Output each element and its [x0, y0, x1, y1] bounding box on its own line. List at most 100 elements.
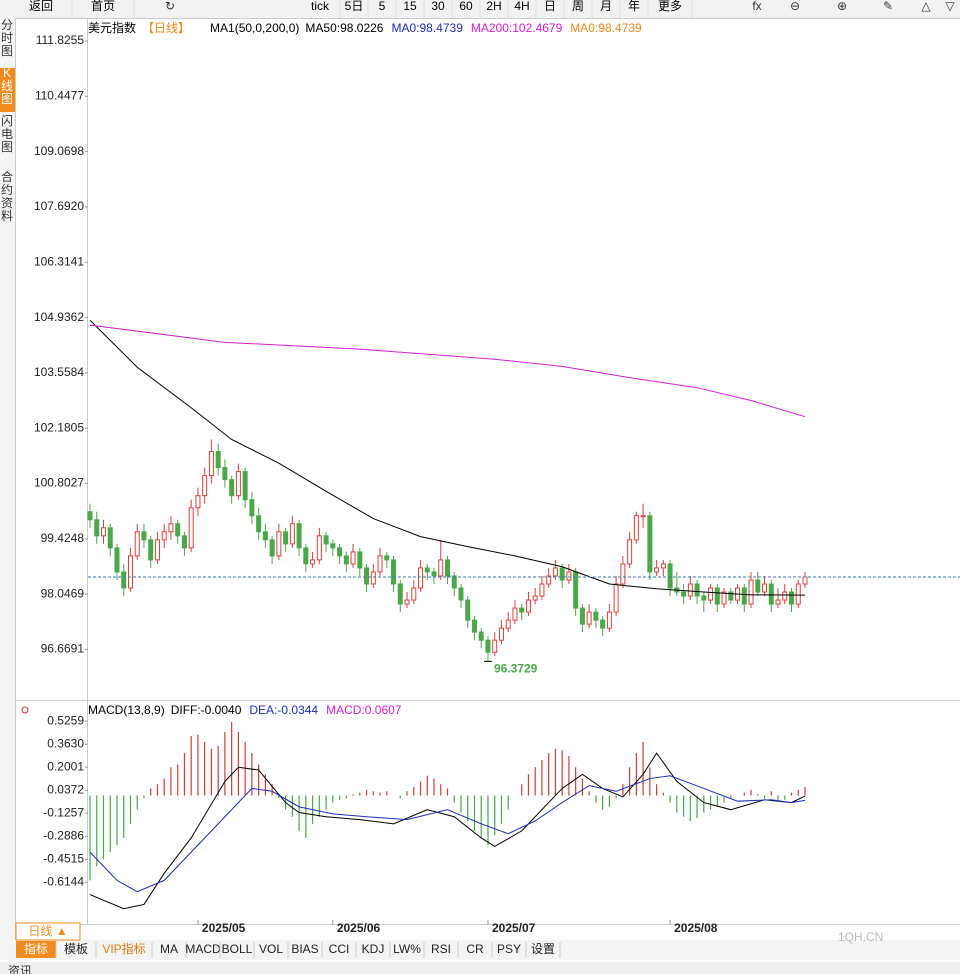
candle-body [606, 611, 612, 629]
candle-body [445, 559, 450, 577]
candle-body [121, 571, 127, 589]
toolbar-button[interactable]: 首页 [91, 0, 115, 13]
toolbar-icon[interactable]: ↻ [165, 0, 175, 13]
toolbar-icon[interactable]: ⊕ [837, 0, 847, 13]
toolbar-icon[interactable]: △ [921, 0, 931, 13]
y-tick-label: 104.9362 [34, 310, 84, 324]
candle-body [168, 523, 174, 533]
candle-body [755, 579, 761, 593]
toolbar-button[interactable]: 返回 [29, 0, 53, 13]
candle-body [667, 563, 673, 589]
indicator-tab[interactable]: VOL [259, 942, 283, 956]
x-tick-label: 2025/05 [202, 921, 246, 935]
sidebar-tab[interactable]: 图 [1, 44, 13, 58]
indicator-tab[interactable]: CCI [329, 942, 350, 956]
sidebar-tab[interactable]: 线 [1, 79, 13, 93]
sidebar-tab[interactable]: 合 [1, 169, 13, 184]
sidebar-tab[interactable]: 图 [1, 92, 13, 106]
candle-body [782, 591, 788, 601]
candle-body [154, 539, 160, 561]
toolbar-icon[interactable]: ▽ [945, 0, 955, 13]
macd-line [89, 752, 806, 910]
candle-body [175, 523, 181, 537]
toolbar-icon[interactable]: ✎ [883, 0, 893, 13]
indicator-tab[interactable]: CR [466, 942, 484, 956]
toolbar-button[interactable]: 年 [628, 0, 640, 13]
legend-entry: MA200:102.4679 [471, 21, 563, 35]
sidebar-tab[interactable]: 时 [1, 31, 13, 45]
indicator-tab[interactable]: BOLL [222, 942, 253, 956]
sidebar-tab[interactable]: 资 [1, 196, 13, 210]
indicator-tab[interactable]: MACD [185, 942, 221, 956]
indicator-tab[interactable]: 设置 [531, 942, 555, 956]
indicator-tab[interactable]: BIAS [291, 942, 318, 956]
indicator-tab[interactable]: VIP指标 [102, 941, 145, 956]
candle-body [343, 555, 349, 565]
sidebar-tab[interactable]: 料 [1, 209, 13, 223]
candle-body [161, 531, 167, 541]
toolbar-button[interactable]: 5 [379, 0, 386, 13]
candle-body [438, 559, 444, 577]
candle-body [364, 567, 370, 585]
candle-body [458, 587, 464, 601]
indicator-tab[interactable]: 指标 [24, 941, 48, 956]
candle-body [337, 547, 343, 557]
sidebar-tab[interactable]: 分 [1, 18, 13, 32]
candle-body [256, 515, 262, 533]
toolbar-icon[interactable]: fx [752, 0, 761, 13]
indicator-tab[interactable]: MA [160, 942, 178, 956]
sidebar-tab[interactable]: 图 [1, 140, 13, 154]
toolbar-button[interactable]: 日 [544, 0, 556, 13]
settings-icon[interactable] [21, 706, 29, 714]
candle-body [424, 567, 430, 573]
candle-body [316, 535, 322, 561]
candle-body [377, 555, 383, 573]
candle-body [552, 567, 558, 577]
toolbar-button[interactable]: 15 [403, 0, 417, 13]
indicator-tab[interactable]: RSI [431, 942, 451, 956]
y-tick-label: -0.1257 [43, 805, 84, 819]
candle-body [694, 583, 700, 597]
toolbar-button[interactable]: 更多 [658, 0, 682, 13]
candle-body [357, 551, 363, 569]
indicator-tab[interactable]: 模板 [64, 942, 88, 956]
indicator-tab[interactable]: KDJ [362, 942, 385, 956]
candle-body [202, 475, 208, 497]
toolbar-button[interactable]: 30 [431, 0, 445, 13]
indicator-tab[interactable]: LW% [393, 942, 421, 956]
candle-body [532, 595, 538, 601]
toolbar-button[interactable]: tick [311, 0, 330, 13]
y-tick-label: 98.0469 [41, 586, 85, 600]
toolbar-button[interactable]: 2H [486, 0, 501, 13]
toolbar-button[interactable]: 月 [600, 0, 612, 13]
tab-active [16, 941, 56, 958]
y-tick-label: 102.1805 [34, 420, 84, 434]
sidebar-tab[interactable]: K [3, 66, 11, 80]
toolbar-icon[interactable]: ⊖ [790, 0, 800, 13]
candle-body [498, 627, 504, 641]
candle-body [107, 527, 113, 549]
toolbar-button[interactable]: 4H [514, 0, 529, 13]
toolbar-button[interactable]: 5日 [345, 0, 364, 13]
candle-body [775, 599, 781, 605]
candle-body [741, 587, 747, 605]
candle-body [465, 599, 471, 621]
sidebar-tab[interactable]: 闪 [1, 114, 13, 128]
candle-body [687, 583, 693, 597]
candle-body [303, 547, 309, 565]
candle-body [384, 555, 390, 561]
period-button[interactable]: 日线 ▲ [28, 924, 67, 938]
candle-body [802, 576, 808, 585]
candle-body [539, 583, 545, 597]
y-tick-label: 96.6691 [41, 642, 85, 656]
candle-body [222, 467, 228, 481]
news-tab[interactable]: 资讯 [8, 964, 32, 974]
sidebar-tab[interactable]: 约 [1, 182, 13, 197]
sidebar-tab[interactable]: 电 [1, 127, 13, 141]
toolbar-button[interactable]: 60 [459, 0, 473, 13]
y-tick-label: 106.3141 [34, 254, 84, 268]
toolbar-button[interactable]: 周 [572, 0, 584, 13]
indicator-tab[interactable]: PSY [497, 942, 521, 956]
candle-body [728, 591, 734, 601]
